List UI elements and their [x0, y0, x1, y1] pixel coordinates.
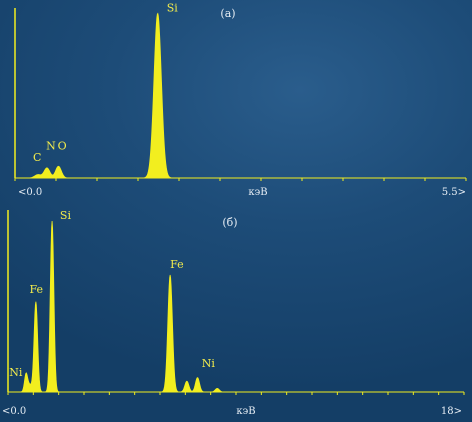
peak-label-c: C: [33, 151, 41, 164]
peak-label-fe: Fe: [30, 283, 44, 296]
spectrum-panel-b: Ni Fe Si Fe Ni (б) <0.0 кэВ 18>: [2, 209, 465, 417]
x-ticks-b: [7, 392, 465, 395]
x-max-label-b: 18>: [441, 406, 462, 417]
peak-labels-a: CN O Si: [33, 2, 178, 165]
spectrum-area-a: [15, 12, 466, 179]
x-min-label-b: <0.0: [2, 406, 26, 417]
panel-title-b: (б): [222, 216, 237, 229]
x-axis-title-a: кэВ: [248, 187, 267, 198]
spectrum-area-b: [8, 220, 464, 393]
peak-label-si: Si: [60, 209, 72, 222]
peak-label-o: O: [58, 139, 67, 152]
peak-label-fe: Fe: [170, 258, 184, 271]
x-max-label-a: 5.5>: [442, 187, 466, 198]
x-axis-title-b: кэВ: [236, 406, 255, 417]
peak-label-ni: Ni: [9, 366, 23, 379]
spectrum-panel-a: CN O Si (а) <0.0 кэВ 5.5>: [14, 2, 467, 198]
peak-labels-b: Ni Fe Si Fe Ni: [9, 209, 215, 379]
peak-label-si: Si: [167, 2, 179, 15]
panel-title-a: (а): [220, 7, 235, 20]
peak-label-n: N: [46, 139, 56, 152]
peak-label-ni: Ni: [202, 357, 216, 370]
x-min-label-a: <0.0: [18, 187, 42, 198]
x-ticks-a: [14, 178, 467, 181]
